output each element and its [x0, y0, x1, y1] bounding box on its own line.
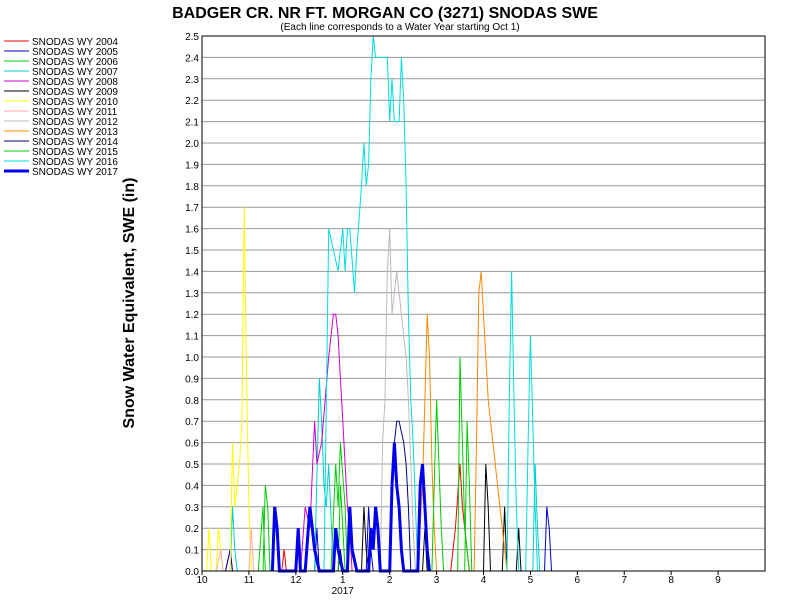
y-tick-label: 1.2	[185, 310, 199, 321]
y-tick-label: 0.1	[185, 546, 199, 557]
x-tick-label: 5	[528, 575, 534, 586]
y-tick-label: 2.3	[185, 75, 199, 86]
y-tick-label: 0.2	[185, 524, 199, 535]
y-tick-label: 2.0	[185, 139, 199, 150]
y-axis-label: Snow Water Equivalent, SWE (in)	[121, 178, 138, 429]
x-tick-label: 10	[196, 575, 208, 586]
x-tick-label: 11	[244, 575, 255, 586]
legend-label: SNODAS WY 2008	[32, 77, 118, 88]
y-tick-label: 0.8	[185, 396, 199, 407]
y-tick-label: 0.0	[185, 567, 199, 578]
y-tick-label: 1.7	[185, 203, 199, 214]
legend-label: SNODAS WY 2010	[32, 97, 118, 108]
y-tick-label: 1.8	[185, 182, 199, 193]
y-tick-label: 0.3	[185, 503, 199, 514]
y-tick-label: 0.4	[185, 481, 199, 492]
chart-title: BADGER CR. NR FT. MORGAN CO (3271) SNODA…	[172, 5, 598, 22]
legend-label: SNODAS WY 2017	[32, 167, 118, 178]
legend-label: SNODAS WY 2014	[32, 137, 118, 148]
x-tick-label: 7	[621, 575, 627, 586]
grid-lines	[202, 35, 765, 572]
axes: 0.0 0.1 0.2 0.3 0.4 0.5 0.6 0.7 0.8 0.9 1.0 1.1 1.2 1…	[185, 32, 766, 597]
legend-label: SNODAS WY 2007	[32, 67, 118, 78]
y-tick-label: 2.2	[185, 96, 199, 107]
y-tick-label: 0.5	[185, 460, 199, 471]
x-tick-label: 9	[715, 575, 721, 586]
y-tick-label: 2.4	[185, 53, 199, 64]
series-line-snodas-wy-2013	[417, 271, 508, 572]
x-tick-label: 1	[340, 575, 346, 586]
y-tick-label: 1.3	[185, 289, 199, 300]
legend-label: SNODAS WY 2012	[32, 117, 118, 128]
y-tick-label: 1.4	[185, 267, 199, 278]
series-line-snodas-wy-2012	[379, 228, 416, 572]
series-line-snodas-wy-2006	[262, 356, 470, 572]
series-line-snodas-wy-2016	[323, 35, 538, 572]
y-tick-label: 0.9	[185, 374, 199, 385]
x-tick-label: 8	[668, 575, 674, 586]
legend-label: SNODAS WY 2011	[32, 107, 118, 118]
legend-label: SNODAS WY 2013	[32, 127, 118, 138]
legend-label: SNODAS WY 2006	[32, 57, 118, 68]
series-line-snodas-wy-2010	[206, 207, 252, 572]
y-tick-label: 1.5	[185, 246, 199, 257]
y-tick-label: 0.7	[185, 417, 199, 428]
y-tick-label: 1.1	[185, 332, 199, 343]
x-tick-label: 12	[290, 575, 302, 586]
legend-label: SNODAS WY 2015	[32, 147, 118, 158]
plot-frame	[201, 35, 766, 572]
x-tick-label: 2	[387, 575, 393, 586]
x-tick-label: 3	[434, 575, 440, 586]
legend-label: SNODAS WY 2016	[32, 157, 118, 168]
legend-label: SNODAS WY 2009	[32, 87, 118, 98]
x-year-label: 2017	[332, 586, 355, 597]
y-tick-label: 1.6	[185, 225, 199, 236]
y-tick-label: 1.9	[185, 160, 199, 171]
chart-subtitle: (Each line corresponds to a Water Year s…	[280, 22, 519, 33]
series-line-snodas-wy-2008	[300, 313, 353, 572]
y-tick-label: 2.5	[185, 32, 199, 43]
y-tick-label: 1.0	[185, 353, 199, 364]
x-tick-label: 6	[575, 575, 581, 586]
legend-label: SNODAS WY 2005	[32, 47, 118, 58]
legend-label: SNODAS WY 2004	[32, 37, 118, 48]
y-tick-label: 2.1	[185, 118, 199, 129]
x-tick-label: 4	[481, 575, 487, 586]
series-lines	[206, 35, 552, 573]
series-line-snodas-wy-2007	[229, 378, 541, 572]
y-tick-label: 0.6	[185, 439, 199, 450]
